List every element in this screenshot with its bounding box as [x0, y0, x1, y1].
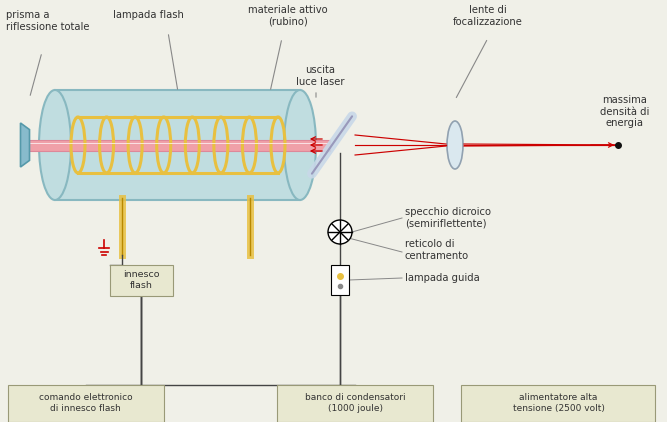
Text: lampada flash: lampada flash: [113, 10, 183, 20]
Bar: [331, 265, 349, 295]
Ellipse shape: [39, 90, 71, 200]
Text: alimentatore alta
tensione (2500 volt): alimentatore alta tensione (2500 volt): [512, 393, 604, 413]
Text: prisma a
riflessione totale: prisma a riflessione totale: [6, 10, 89, 32]
FancyBboxPatch shape: [109, 265, 173, 295]
Text: innesco
flash: innesco flash: [123, 271, 159, 289]
Text: materiale attivo
(rubino): materiale attivo (rubino): [248, 5, 327, 27]
Text: lente di
focalizzazione: lente di focalizzazione: [453, 5, 523, 27]
Text: massima
densità di
energia: massima densità di energia: [600, 95, 650, 128]
Text: specchio dicroico
(semiriflettente): specchio dicroico (semiriflettente): [405, 207, 491, 229]
Polygon shape: [21, 123, 29, 167]
Text: comando elettronico
di innesco flash: comando elettronico di innesco flash: [39, 393, 132, 413]
Ellipse shape: [447, 121, 463, 169]
FancyBboxPatch shape: [277, 384, 434, 422]
Bar: [22, 140, 330, 151]
Text: banco di condensatori
(1000 joule): banco di condensatori (1000 joule): [305, 393, 406, 413]
Text: uscita
luce laser: uscita luce laser: [295, 65, 344, 87]
Circle shape: [328, 220, 352, 244]
Text: lampada guida: lampada guida: [405, 273, 480, 283]
FancyBboxPatch shape: [462, 384, 656, 422]
Bar: [55, 90, 300, 200]
Ellipse shape: [284, 90, 316, 200]
FancyBboxPatch shape: [7, 384, 163, 422]
Text: reticolo di
centramento: reticolo di centramento: [405, 239, 469, 261]
